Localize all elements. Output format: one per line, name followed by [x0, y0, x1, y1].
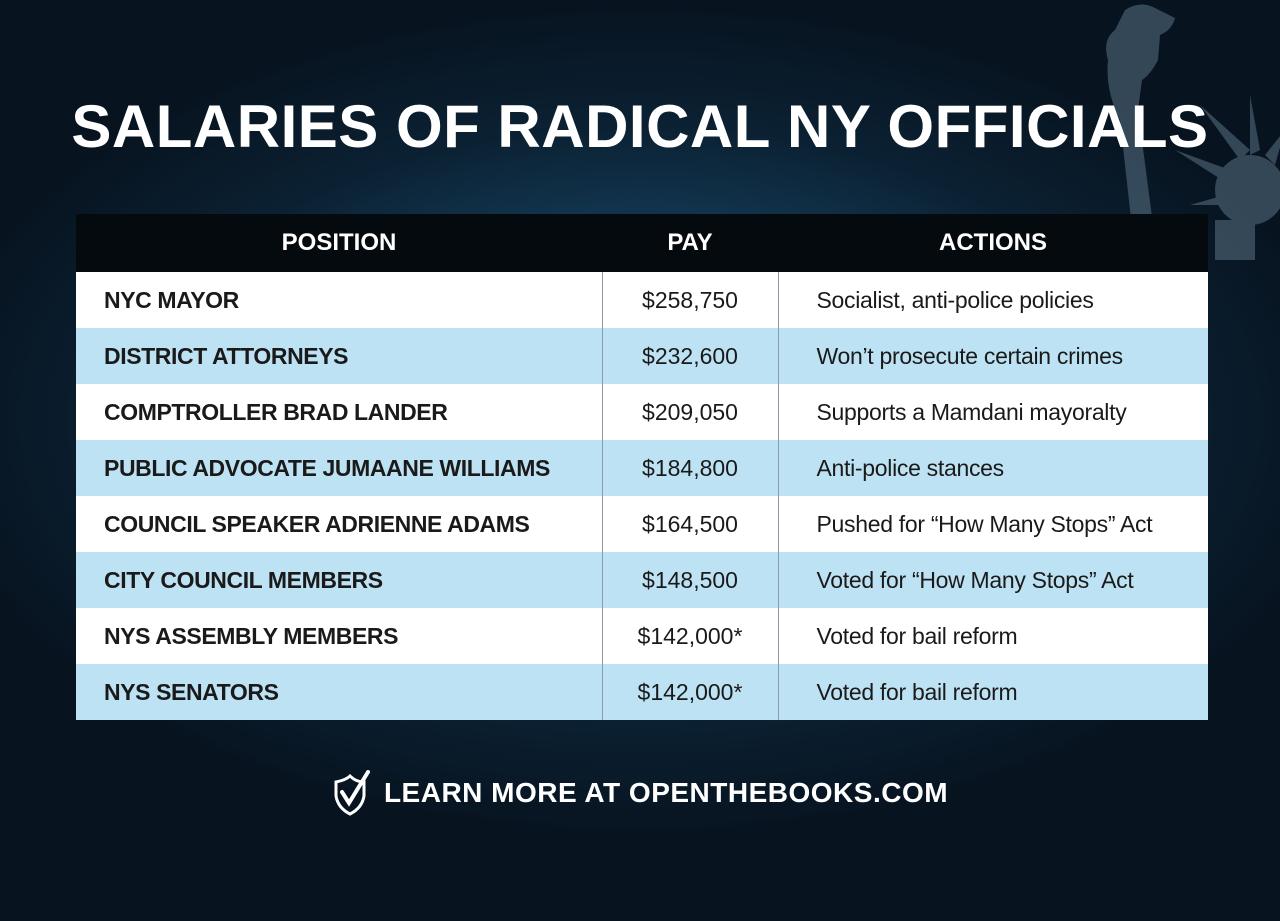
page-title: SALARIES OF RADICAL NY OFFICIALS: [71, 93, 1209, 160]
actions-cell: Voted for bail reform: [778, 664, 1208, 720]
pay-cell: $258,750: [601, 272, 779, 328]
table-row: CITY COUNCIL MEMBERS $148,500 Voted for “H…: [76, 552, 1208, 608]
column-header-position: POSITION: [76, 214, 602, 272]
pay-cell: $209,050: [601, 384, 779, 440]
table-header-row: POSITION PAY ACTIONS: [76, 214, 1208, 272]
pay-cell: $142,000*: [601, 664, 779, 720]
position-cell: NYS ASSEMBLY MEMBERS: [76, 608, 602, 664]
pay-cell: $232,600: [601, 328, 779, 384]
position-cell: COMPTROLLER BRAD LANDER: [76, 384, 602, 440]
column-header-actions: ACTIONS: [778, 214, 1208, 272]
position-cell: CITY COUNCIL MEMBERS: [76, 552, 602, 608]
table-row: DISTRICT ATTORNEYS $232,600 Won’t prosecut…: [76, 328, 1208, 384]
shield-check-icon: [334, 770, 370, 816]
salary-table: POSITION PAY ACTIONS NYC MAYOR $258,750 So…: [76, 214, 1208, 720]
position-cell: PUBLIC ADVOCATE JUMAANE WILLIAMS: [76, 440, 602, 496]
table-row: NYS SENATORS $142,000* Voted for bail refo…: [76, 664, 1208, 720]
footer-link[interactable]: LEARN MORE AT OPENTHEBOOKS.COM: [383, 777, 949, 808]
statue-of-liberty-icon: [1106, 4, 1280, 260]
position-cell: COUNCIL SPEAKER ADRIENNE ADAMS: [76, 496, 602, 552]
actions-cell: Pushed for “How Many Stops” Act: [778, 496, 1208, 552]
pay-cell: $142,000*: [601, 608, 779, 664]
table-row: NYS ASSEMBLY MEMBERS $142,000* Voted for b…: [76, 608, 1208, 664]
position-cell: NYC MAYOR: [76, 272, 602, 328]
table-row: COMPTROLLER BRAD LANDER $209,050 Supports …: [76, 384, 1208, 440]
actions-cell: Socialist, anti-police policies: [778, 272, 1208, 328]
table-row: PUBLIC ADVOCATE JUMAANE WILLIAMS $184,800…: [76, 440, 1208, 496]
position-cell: DISTRICT ATTORNEYS: [76, 328, 602, 384]
position-cell: NYS SENATORS: [76, 664, 602, 720]
actions-cell: Voted for “How Many Stops” Act: [778, 552, 1208, 608]
actions-cell: Won’t prosecute certain crimes: [778, 328, 1208, 384]
actions-cell: Anti-police stances: [778, 440, 1208, 496]
actions-cell: Supports a Mamdani mayoralty: [778, 384, 1208, 440]
column-header-pay: PAY: [602, 214, 778, 272]
footer: LEARN MORE AT OPENTHEBOOKS.COM: [0, 770, 1280, 816]
pay-cell: $184,800: [601, 440, 779, 496]
pay-cell: $164,500: [601, 496, 779, 552]
table-row: NYC MAYOR $258,750 Socialist, anti-police …: [76, 272, 1208, 328]
pay-cell: $148,500: [601, 552, 779, 608]
table-row: COUNCIL SPEAKER ADRIENNE ADAMS $164,500 Pu…: [76, 496, 1208, 552]
actions-cell: Voted for bail reform: [778, 608, 1208, 664]
